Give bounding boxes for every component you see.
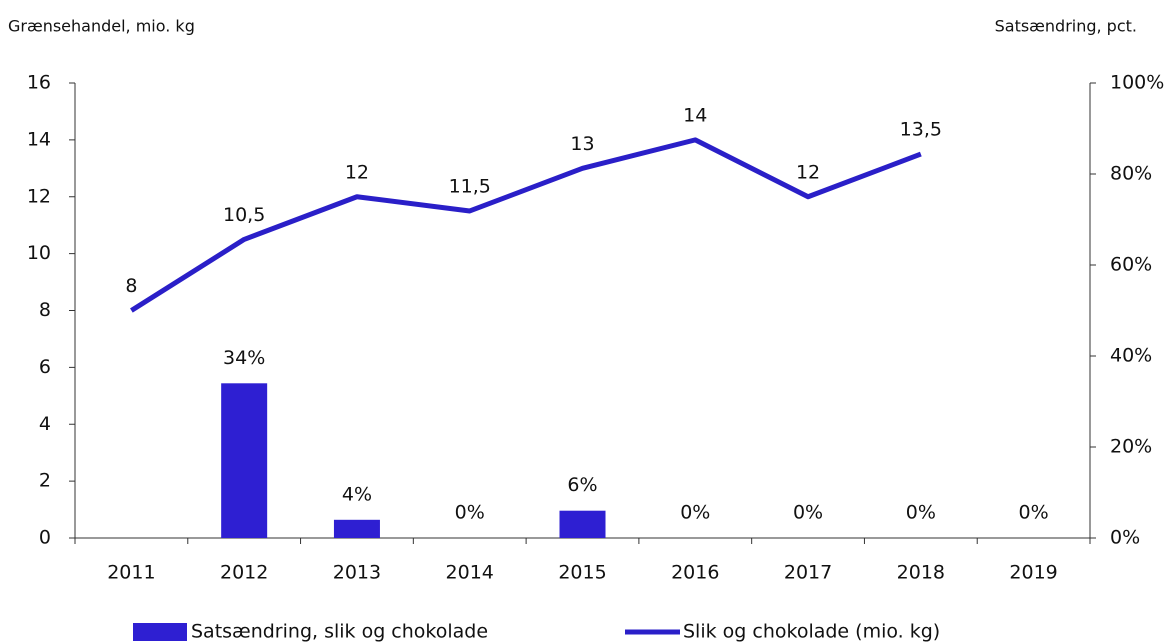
line-value-label: 10,5 [223, 204, 265, 226]
x-tick-label: 2012 [220, 562, 268, 584]
line-value-label: 12 [345, 161, 369, 183]
x-tick-label: 2019 [1009, 562, 1057, 584]
y-tick-label: 0 [39, 527, 51, 549]
x-tick-label: 2017 [784, 562, 832, 584]
y2-tick-label: 60% [1110, 254, 1152, 276]
x-tick-label: 2013 [333, 562, 381, 584]
line-value-label: 12 [796, 161, 820, 183]
y2-tick-label: 0% [1110, 527, 1140, 549]
bar-value-label: 4% [342, 483, 372, 505]
y-tick-label: 14 [27, 128, 51, 150]
bar-value-label: 0% [1019, 502, 1049, 524]
x-tick-label: 2014 [446, 562, 494, 584]
line-value-label: 13 [570, 133, 594, 155]
bar-value-label: 6% [567, 474, 597, 496]
y-axis-title: Grænsehandel, mio. kg [8, 17, 195, 36]
line-value-label: 8 [125, 275, 137, 297]
y-tick-label: 16 [27, 72, 51, 94]
y-tick-label: 12 [27, 185, 51, 207]
line-value-label: 11,5 [449, 175, 491, 197]
y2-axis-title: Satsændring, pct. [995, 17, 1137, 36]
bar [221, 383, 268, 538]
bar-value-label: 0% [906, 502, 936, 524]
x-tick-label: 2018 [897, 562, 945, 584]
bar [559, 510, 606, 538]
x-tick-label: 2011 [107, 562, 155, 584]
x-tick-label: 2016 [671, 562, 719, 584]
bar-value-label: 0% [680, 502, 710, 524]
y-tick-label: 8 [39, 299, 51, 321]
y2-tick-label: 100% [1110, 72, 1164, 94]
line [130, 137, 922, 313]
line-value-label: 14 [683, 104, 707, 126]
y-tick-label: 6 [39, 356, 51, 378]
y2-tick-label: 40% [1110, 345, 1152, 367]
bar-value-label: 34% [223, 347, 265, 369]
bar [333, 519, 380, 538]
legend-swatch [133, 623, 187, 641]
legend-label: Satsændring, slik og chokolade [191, 621, 488, 643]
legend-label: Slik og chokolade (mio. kg) [683, 621, 940, 643]
x-tick-label: 2015 [558, 562, 606, 584]
y-tick-label: 10 [27, 242, 51, 264]
y2-tick-label: 20% [1110, 436, 1152, 458]
line-value-label: 13,5 [900, 119, 942, 141]
y2-tick-label: 80% [1110, 163, 1152, 185]
bar-value-label: 0% [455, 502, 485, 524]
y-tick-label: 2 [39, 470, 51, 492]
y-tick-label: 4 [39, 413, 51, 435]
bar-value-label: 0% [793, 502, 823, 524]
